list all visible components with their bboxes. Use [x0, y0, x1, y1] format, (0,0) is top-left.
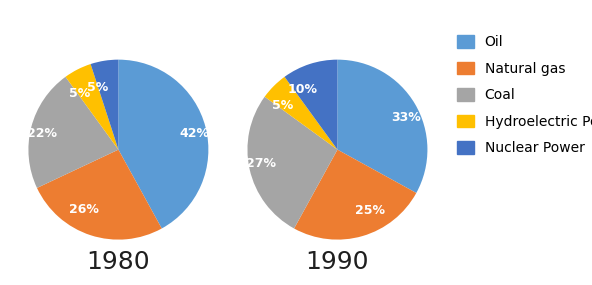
Text: 5%: 5% — [87, 81, 108, 94]
Wedge shape — [118, 60, 208, 229]
Text: 33%: 33% — [392, 111, 422, 124]
Text: 5%: 5% — [272, 99, 293, 112]
Text: 22%: 22% — [27, 127, 57, 141]
Text: 5%: 5% — [69, 87, 90, 100]
Wedge shape — [285, 60, 337, 150]
Text: 1980: 1980 — [86, 250, 150, 274]
Wedge shape — [66, 64, 118, 150]
Wedge shape — [247, 97, 337, 229]
Wedge shape — [91, 60, 118, 150]
Text: 1990: 1990 — [305, 250, 369, 274]
Wedge shape — [37, 150, 162, 240]
Wedge shape — [28, 77, 118, 188]
Legend: Oil, Natural gas, Coal, Hydroelectric Power, Nuclear Power: Oil, Natural gas, Coal, Hydroelectric Po… — [457, 35, 592, 155]
Wedge shape — [265, 77, 337, 150]
Text: 42%: 42% — [179, 127, 210, 141]
Text: 27%: 27% — [246, 157, 276, 170]
Text: 10%: 10% — [288, 83, 318, 96]
Wedge shape — [294, 150, 416, 240]
Text: 25%: 25% — [355, 203, 385, 217]
Wedge shape — [337, 60, 427, 193]
Text: 26%: 26% — [69, 203, 99, 216]
